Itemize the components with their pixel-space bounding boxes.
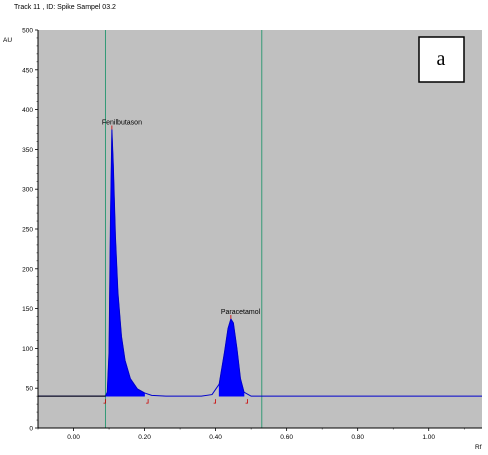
integration-marker [245, 399, 248, 404]
y-axis-label: AU [3, 37, 12, 44]
integration-marker [213, 399, 216, 404]
x-axis-label: Rf [475, 444, 482, 451]
panel-label-box: a [418, 36, 465, 83]
y-tick-label: 100 [22, 346, 33, 353]
y-tick-label: 0 [29, 426, 33, 433]
y-tick-label: 250 [22, 227, 33, 234]
y-tick-label: 200 [22, 266, 33, 273]
y-tick-label: 300 [22, 187, 33, 194]
x-tick-label: 0.60 [280, 434, 293, 441]
x-tick-label: 1.00 [422, 434, 435, 441]
y-tick-label: 350 [22, 147, 33, 154]
panel-label: a [437, 48, 446, 70]
integration-marker [103, 399, 106, 404]
peak-label: Paracetamol [221, 309, 261, 316]
y-tick-label: 500 [22, 28, 33, 35]
x-tick-label: 0.20 [138, 434, 151, 441]
peak-label: Fenilbutason [102, 120, 142, 127]
y-tick-label: 400 [22, 107, 33, 114]
trace-line [38, 129, 482, 397]
plot-area [38, 30, 482, 428]
x-tick-label: 0.80 [351, 434, 364, 441]
x-tick-label: 0.00 [67, 434, 80, 441]
y-tick-label: 50 [26, 386, 34, 393]
y-tick-label: 450 [22, 67, 33, 74]
track-title: Track 11 , ID: Spike Sampel 03.2 [14, 4, 116, 11]
integration-marker [146, 399, 149, 404]
y-tick-label: 150 [22, 306, 33, 313]
x-tick-label: 0.40 [209, 434, 222, 441]
